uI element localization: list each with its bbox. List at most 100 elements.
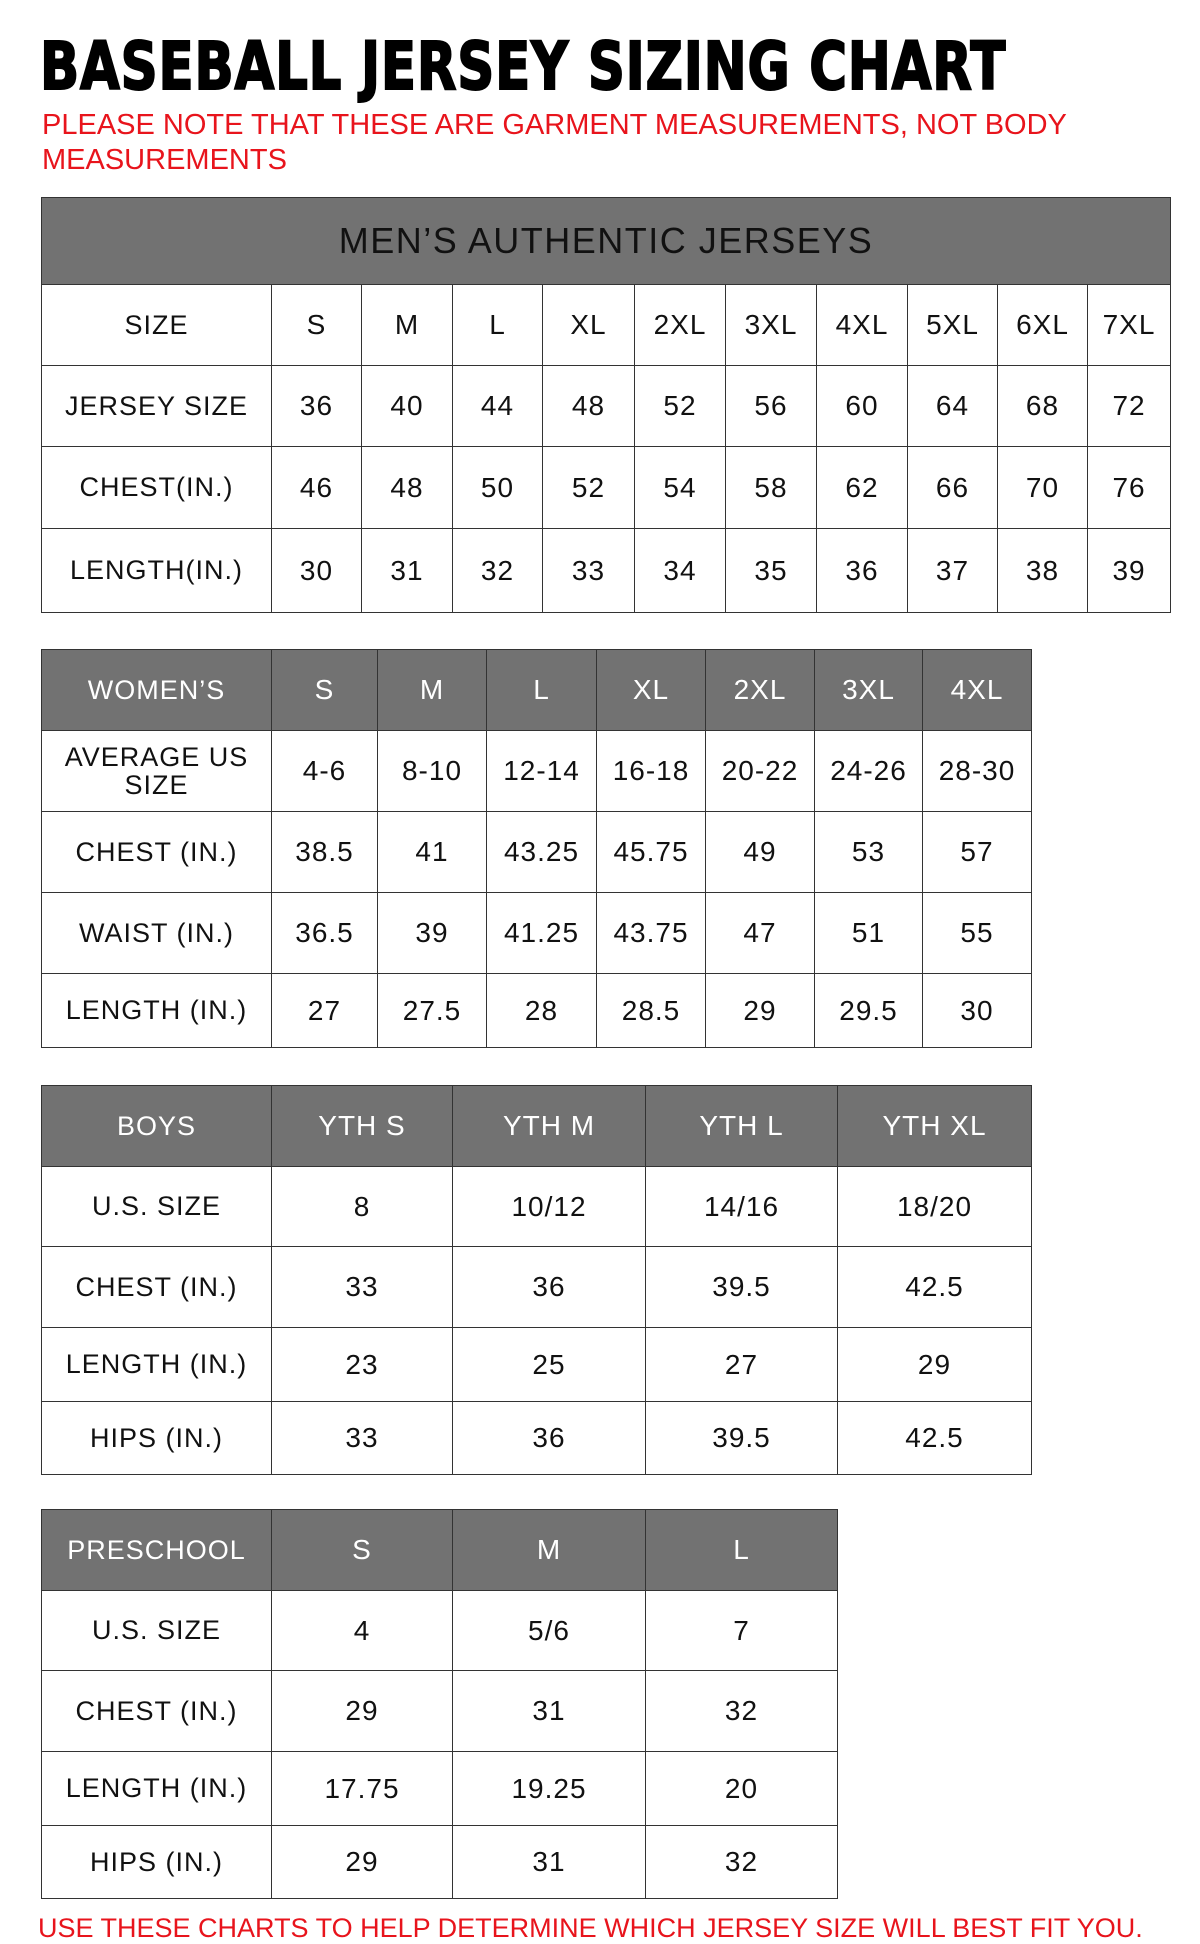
measurement-cell: 20-22: [705, 730, 815, 812]
table-row: HIPS (IN.) 33 36 39.5 42.5: [41, 1401, 1032, 1475]
measurement-cell: 60: [816, 365, 908, 447]
measurement-cell: 29: [705, 973, 815, 1048]
row-header-cell: PRESCHOOL: [41, 1509, 272, 1591]
measurement-cell: 39.5: [645, 1246, 838, 1328]
size-column-header: M: [377, 649, 487, 731]
row-label: CHEST(IN.): [41, 446, 272, 529]
measurement-cell: 36: [271, 365, 362, 447]
measurement-cell: 5/6: [452, 1590, 646, 1671]
measurement-cell: 58: [725, 446, 817, 529]
measurement-cell: 51: [814, 892, 923, 974]
row-label: HIPS (IN.): [41, 1825, 272, 1899]
table-caption: MEN’S AUTHENTIC JERSEYS: [40, 197, 1172, 285]
measurement-cell: 41.25: [486, 892, 597, 974]
measurement-cell: 48: [361, 446, 453, 529]
header-row: SIZE S M L XL 2XL 3XL 4XL 5XL 6XL 7XL: [41, 284, 1172, 366]
footer-note: USE THESE CHARTS TO HELP DETERMINE WHICH…: [38, 1913, 1143, 1943]
size-column-header: 7XL: [1086, 284, 1172, 366]
measurement-cell: 25: [452, 1327, 646, 1402]
size-column-header: S: [271, 284, 362, 366]
measurement-cell: 10/12: [452, 1166, 646, 1247]
measurement-cell: 40: [361, 365, 453, 447]
row-label: U.S. SIZE: [41, 1590, 272, 1671]
size-column-header: YTH L: [645, 1085, 838, 1167]
row-label: LENGTH(IN.): [41, 528, 272, 613]
size-column-header: XL: [542, 284, 635, 366]
measurement-cell: 62: [816, 446, 908, 529]
measurement-cell: 36: [816, 528, 908, 613]
measurement-cell: 34: [634, 528, 726, 613]
measurement-cell: 57: [922, 811, 1032, 893]
garment-note: PLEASE NOTE THAT THESE ARE GARMENT MEASU…: [42, 109, 1067, 176]
measurement-cell: 12-14: [486, 730, 597, 812]
measurement-cell: 8: [271, 1166, 453, 1247]
measurement-cell: 27.5: [377, 973, 487, 1048]
measurement-cell: 39: [377, 892, 487, 974]
measurement-cell: 16-18: [596, 730, 706, 812]
measurement-cell: 36: [452, 1401, 646, 1475]
header-row: PRESCHOOL S M L: [41, 1509, 838, 1591]
row-label: LENGTH (IN.): [41, 1751, 272, 1826]
measurement-cell: 66: [907, 446, 998, 529]
measurement-cell: 27: [645, 1327, 838, 1402]
preschool-table: PRESCHOOL S M L U.S. SIZE 4 5/6 7 CHEST (IN.) 29 3…: [41, 1509, 838, 1899]
measurement-cell: 38: [997, 528, 1088, 613]
womens-table: WOMEN’S S M L XL 2XL 3XL 4XL AVERAGE US SIZE 4-6 8…: [41, 649, 1032, 1048]
measurement-cell: 43.25: [486, 811, 597, 893]
measurement-cell: 4: [271, 1590, 453, 1671]
row-label: HIPS (IN.): [41, 1401, 272, 1475]
size-column-header: 6XL: [997, 284, 1088, 366]
row-header-cell: BOYS: [41, 1085, 272, 1167]
measurement-cell: 37: [907, 528, 998, 613]
size-column-header: 4XL: [816, 284, 908, 366]
measurement-cell: 33: [271, 1246, 453, 1328]
measurement-cell: 64: [907, 365, 998, 447]
measurement-cell: 36: [452, 1246, 646, 1328]
measurement-cell: 30: [271, 528, 362, 613]
measurement-cell: 45.75: [596, 811, 706, 893]
measurement-cell: 42.5: [837, 1246, 1032, 1328]
row-label: AVERAGE US SIZE: [41, 730, 272, 812]
measurement-cell: 28-30: [922, 730, 1032, 812]
measurement-cell: 50: [452, 446, 543, 529]
measurement-cell: 55: [922, 892, 1032, 974]
size-column-header: S: [271, 1509, 453, 1591]
measurement-cell: 32: [645, 1670, 838, 1752]
size-column-header: L: [452, 284, 543, 366]
measurement-cell: 39: [1086, 528, 1172, 613]
measurement-cell: 27: [271, 973, 378, 1048]
table-row: LENGTH (IN.) 17.75 19.25 20: [41, 1751, 838, 1826]
measurement-cell: 31: [452, 1825, 646, 1899]
measurement-cell: 14/16: [645, 1166, 838, 1247]
header-row: WOMEN’S S M L XL 2XL 3XL 4XL: [41, 649, 1032, 731]
measurement-cell: 20: [645, 1751, 838, 1826]
measurement-cell: 24-26: [814, 730, 923, 812]
size-column-header: S: [271, 649, 378, 731]
table-row: U.S. SIZE 4 5/6 7: [41, 1590, 838, 1671]
measurement-cell: 17.75: [271, 1751, 453, 1826]
measurement-cell: 38.5: [271, 811, 378, 893]
table-row: LENGTH (IN.) 27 27.5 28 28.5 29 29.5 30: [41, 973, 1032, 1048]
measurement-cell: 29: [271, 1670, 453, 1752]
size-column-header: 3XL: [814, 649, 923, 731]
measurement-cell: 68: [997, 365, 1088, 447]
row-header-cell: WOMEN’S: [41, 649, 272, 731]
measurement-cell: 53: [814, 811, 923, 893]
table-row: AVERAGE US SIZE 4-6 8-10 12-14 16-18 20-22 24-…: [41, 730, 1032, 812]
measurement-cell: 54: [634, 446, 726, 529]
mens-table: MEN’S AUTHENTIC JERSEYS SIZE S M L XL 2XL 3XL 4X…: [40, 197, 1172, 613]
row-label: CHEST (IN.): [41, 1670, 272, 1752]
row-label: CHEST (IN.): [41, 1246, 272, 1328]
table-row: CHEST (IN.) 29 31 32: [41, 1670, 838, 1752]
measurement-cell: 72: [1086, 365, 1172, 447]
size-column-header: 2XL: [634, 284, 726, 366]
size-column-header: M: [361, 284, 453, 366]
table-row: CHEST (IN.) 38.5 41 43.25 45.75 49 53 57: [41, 811, 1032, 893]
measurement-cell: 32: [645, 1825, 838, 1899]
size-column-header: M: [452, 1509, 646, 1591]
measurement-cell: 28.5: [596, 973, 706, 1048]
row-header-cell: SIZE: [41, 284, 272, 366]
size-column-header: YTH M: [452, 1085, 646, 1167]
measurement-cell: 33: [271, 1401, 453, 1475]
size-column-header: 5XL: [907, 284, 998, 366]
